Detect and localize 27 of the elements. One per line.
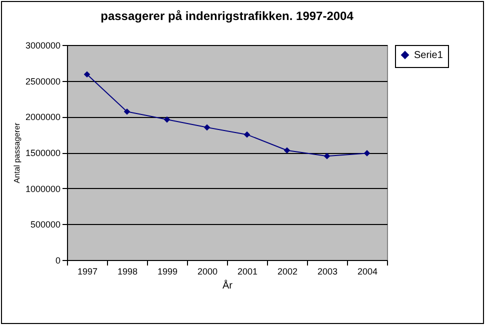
point xyxy=(324,152,330,160)
y-tick-label: 2000000 xyxy=(25,112,60,122)
x-tick-label: 2004 xyxy=(357,266,378,276)
y-tick-label: 1000000 xyxy=(25,184,60,194)
x-tick-label: 2003 xyxy=(317,266,338,276)
point xyxy=(84,71,90,78)
y-tick-label: 2500000 xyxy=(25,76,60,86)
point xyxy=(124,108,130,115)
y-tick-label: 0 xyxy=(55,256,60,266)
x-tick-label: 1997 xyxy=(77,266,98,276)
x-axis-title: År xyxy=(222,280,234,292)
y-tick-label: 3000000 xyxy=(25,40,60,50)
chart-title: passagerer på indenrigstrafikken. 1997-2004 xyxy=(100,9,354,23)
x-tick-label: 1999 xyxy=(157,266,178,276)
x-tick-label: 2002 xyxy=(277,266,298,276)
x-tick-label: 1998 xyxy=(117,266,138,276)
y-tick-label: 1500000 xyxy=(25,148,60,158)
y-tick-label: 500000 xyxy=(30,220,60,230)
point xyxy=(244,131,250,138)
point xyxy=(204,124,210,131)
x-tick-label: 2000 xyxy=(197,266,218,276)
point xyxy=(164,116,170,123)
legend-label: Serie1 xyxy=(414,50,444,61)
point xyxy=(284,147,290,154)
point xyxy=(364,150,370,156)
x-tick-label: 2001 xyxy=(237,266,258,276)
y-axis-title: Antal passagerer xyxy=(12,122,22,184)
